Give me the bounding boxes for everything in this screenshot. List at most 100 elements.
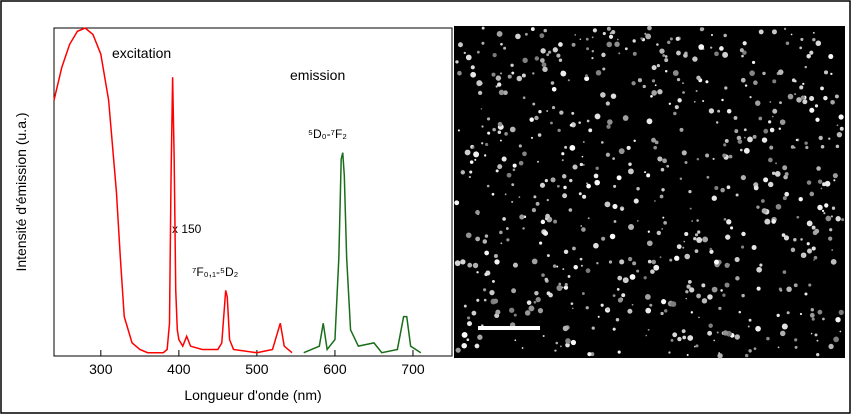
spot	[558, 42, 563, 47]
spot	[835, 317, 841, 323]
spot	[622, 115, 629, 121]
spot	[679, 177, 683, 181]
spot	[646, 173, 651, 178]
spot	[657, 89, 663, 95]
spot	[594, 179, 600, 186]
spot	[469, 160, 474, 164]
spot	[632, 261, 637, 266]
spot	[697, 230, 701, 234]
spot	[533, 195, 537, 199]
spot	[552, 47, 558, 53]
spot	[569, 144, 576, 151]
spot	[550, 81, 555, 85]
spot	[699, 27, 704, 32]
spot	[711, 195, 717, 201]
spot	[551, 86, 557, 92]
spot	[716, 331, 719, 334]
spot	[477, 334, 483, 340]
spot	[758, 29, 764, 35]
spot	[681, 150, 687, 156]
spot	[546, 110, 549, 112]
spot	[743, 128, 747, 132]
spot	[482, 239, 488, 244]
spot	[476, 271, 479, 274]
spot	[830, 215, 833, 218]
spot	[591, 326, 595, 330]
spot	[670, 301, 677, 307]
spot	[723, 217, 727, 221]
series-line	[303, 152, 422, 354]
spot	[572, 246, 576, 251]
spot	[839, 126, 844, 131]
spot	[692, 56, 698, 62]
spot	[562, 268, 565, 271]
spot	[642, 84, 646, 89]
spot	[481, 41, 485, 45]
spot	[487, 131, 491, 135]
spot	[498, 89, 505, 96]
spot	[824, 203, 829, 208]
spot	[817, 309, 823, 315]
spot	[481, 125, 484, 128]
spot	[715, 121, 719, 124]
spot	[574, 34, 577, 36]
spot	[779, 119, 786, 125]
spot	[500, 242, 503, 245]
spot	[496, 31, 503, 37]
spot	[707, 330, 713, 336]
spot	[475, 210, 480, 215]
spot	[662, 54, 666, 57]
spot	[723, 33, 727, 38]
spot	[509, 307, 515, 313]
spot	[591, 36, 594, 39]
spot	[521, 347, 524, 349]
spot	[618, 148, 625, 155]
spot	[675, 36, 680, 41]
spot	[544, 277, 549, 282]
spot	[569, 178, 573, 183]
spot	[654, 200, 656, 202]
spot	[497, 121, 503, 127]
spot	[838, 114, 844, 120]
spot	[787, 286, 792, 291]
spot	[726, 219, 732, 225]
spot	[814, 228, 820, 234]
spot	[613, 184, 617, 188]
spot	[679, 127, 684, 132]
spot	[647, 328, 650, 331]
spot	[714, 186, 719, 191]
spot	[694, 345, 696, 348]
spot	[804, 65, 807, 69]
spot	[505, 227, 509, 230]
spot	[467, 262, 473, 268]
spot	[661, 188, 665, 192]
spot	[524, 310, 531, 316]
spot	[489, 290, 495, 296]
spot	[466, 316, 471, 320]
spot	[516, 75, 523, 82]
spot	[822, 182, 826, 187]
spot	[533, 300, 537, 304]
spot	[656, 43, 659, 46]
spot	[835, 144, 840, 149]
spot	[664, 70, 668, 73]
spot	[485, 142, 489, 147]
spot	[627, 168, 634, 175]
annotation: x 150	[172, 222, 202, 236]
spot	[794, 345, 798, 349]
spot	[702, 236, 709, 243]
spot	[755, 325, 761, 332]
spot	[503, 90, 508, 96]
spot	[491, 279, 495, 283]
spot	[541, 62, 547, 68]
spot	[820, 187, 823, 190]
spot	[628, 162, 632, 166]
spot	[790, 247, 796, 253]
spot	[808, 283, 812, 287]
spot	[481, 26, 485, 30]
spot	[483, 288, 487, 292]
spot	[681, 329, 686, 334]
spot	[706, 175, 710, 179]
spot	[474, 343, 480, 349]
spot	[830, 258, 837, 265]
